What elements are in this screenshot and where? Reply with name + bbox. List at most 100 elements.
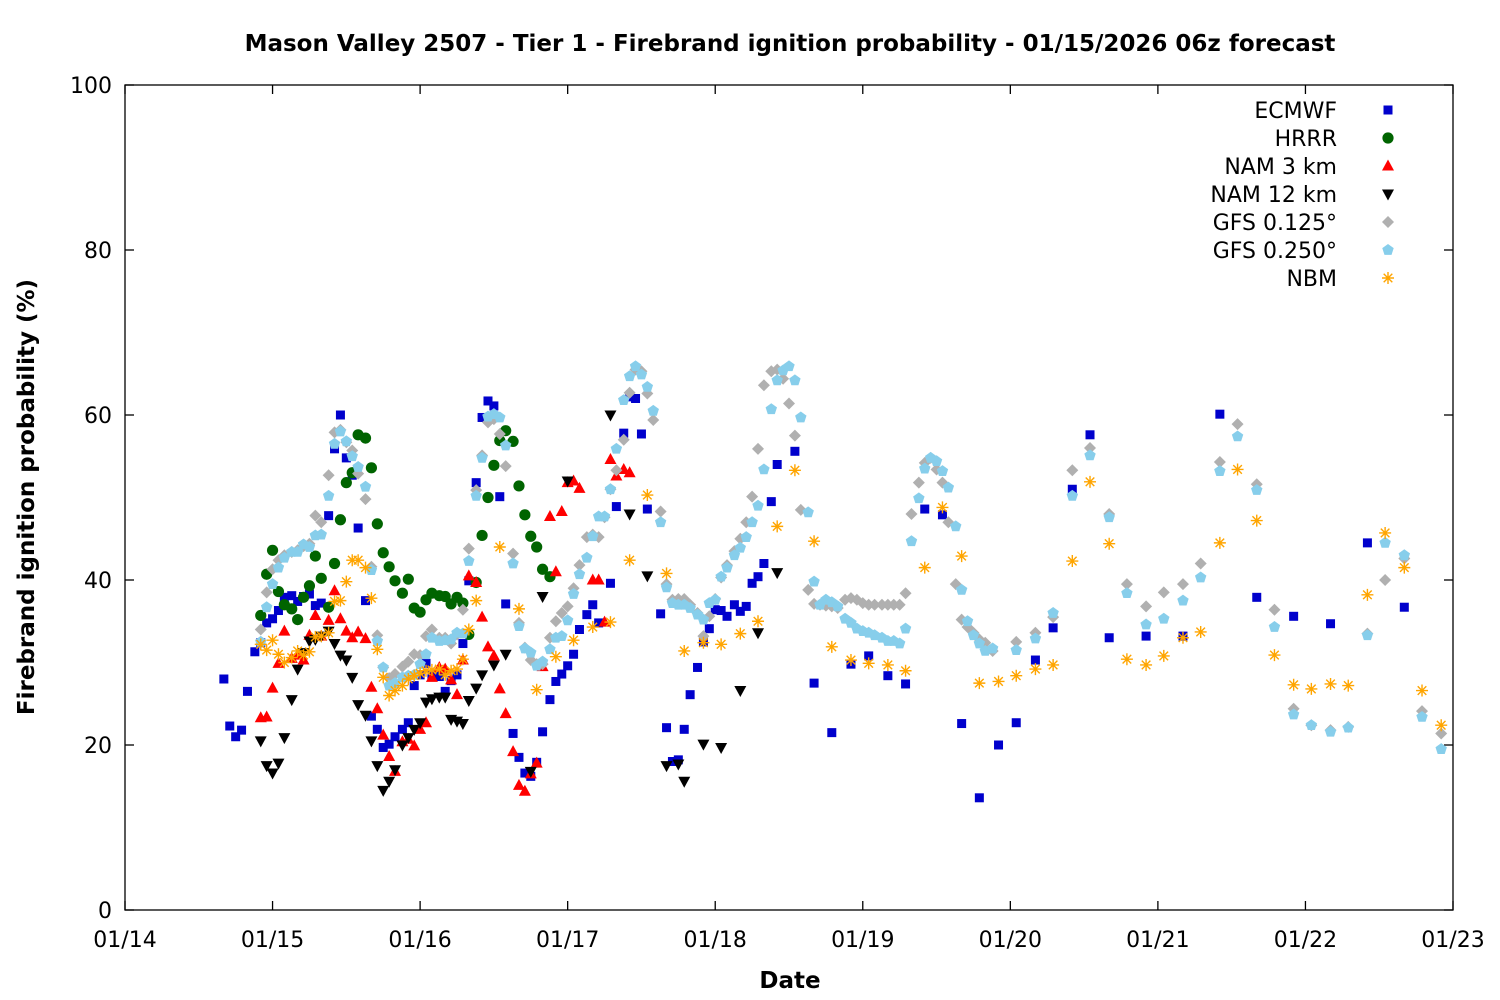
data-point [499, 439, 512, 451]
data-point [536, 655, 549, 667]
data-point [631, 394, 641, 403]
data-point [462, 569, 475, 581]
data-point [309, 630, 322, 643]
data-point [913, 492, 925, 504]
data-point [936, 465, 949, 476]
data-point [334, 514, 347, 526]
data-point [617, 433, 630, 446]
data-point [359, 632, 372, 644]
data-point [421, 658, 431, 668]
data-point [1362, 538, 1372, 548]
data-point [1252, 592, 1262, 602]
data-point [757, 379, 770, 392]
data-point [549, 650, 562, 663]
data-point [551, 676, 561, 686]
data-point [623, 509, 636, 521]
data-point [476, 529, 488, 542]
data-point [1029, 632, 1042, 644]
legend-label: GFS 0.250° [1213, 239, 1337, 264]
data-point [470, 575, 483, 587]
data-point [482, 491, 494, 504]
data-point [1104, 633, 1114, 643]
data-point [747, 578, 757, 588]
data-point [324, 511, 334, 521]
data-point [647, 404, 659, 416]
data-point [1066, 489, 1079, 501]
data-point [912, 476, 925, 489]
data-point [1398, 561, 1411, 574]
data-point [278, 733, 291, 745]
data-point [697, 636, 710, 649]
data-point [1140, 618, 1152, 630]
data-point [286, 603, 298, 615]
data-point [642, 504, 652, 514]
data-point [402, 655, 415, 668]
data-point [377, 661, 389, 673]
data-point [371, 761, 384, 773]
data-point [420, 716, 433, 728]
data-point [716, 606, 726, 616]
data-point [414, 718, 427, 730]
data-point [1361, 629, 1374, 641]
data-point [899, 587, 912, 600]
data-point [420, 697, 433, 709]
data-point [397, 724, 407, 734]
data-point [1010, 669, 1023, 682]
data-point [623, 370, 636, 382]
data-point [377, 671, 390, 684]
data-point [1416, 684, 1429, 697]
data-point [1121, 587, 1133, 599]
data-point [629, 360, 642, 372]
data-point [808, 575, 820, 587]
data-point [594, 618, 604, 628]
data-point [334, 612, 347, 624]
data-point [544, 643, 556, 655]
data-point [789, 374, 801, 386]
data-point [408, 669, 421, 682]
data-point [242, 686, 252, 696]
data-point [1251, 484, 1263, 495]
data-point [359, 710, 372, 722]
data-point [408, 724, 421, 736]
data-point [752, 442, 765, 455]
data-point [322, 613, 335, 625]
data-point [353, 523, 363, 533]
data-point [561, 614, 574, 626]
data-point [425, 663, 438, 676]
data-point [893, 598, 906, 611]
data-point [772, 460, 782, 469]
data-point [303, 580, 316, 592]
data-point [494, 411, 506, 423]
data-point [604, 616, 617, 629]
data-point [899, 622, 912, 634]
data-point [1029, 663, 1042, 676]
data-point [359, 561, 372, 574]
data-point [464, 576, 474, 586]
data-point [802, 506, 814, 518]
data-point [543, 509, 556, 521]
data-point [1010, 644, 1022, 655]
data-point [1194, 557, 1207, 570]
data-point [346, 450, 358, 462]
data-point [462, 695, 475, 707]
data-point [330, 444, 340, 454]
data-point [279, 592, 289, 602]
data-point [783, 397, 795, 410]
data-point [366, 711, 376, 721]
data-point [610, 464, 623, 477]
data-point [641, 489, 654, 502]
data-point [715, 570, 727, 582]
data-point [390, 732, 400, 742]
data-point [365, 680, 378, 692]
data-point [425, 623, 438, 636]
data-point [735, 606, 745, 616]
data-point [278, 624, 291, 636]
data-point [1103, 511, 1115, 523]
data-point [549, 565, 562, 577]
data-point [231, 732, 241, 742]
data-point [352, 700, 365, 712]
data-point [715, 742, 728, 754]
data-point [462, 623, 475, 636]
data-point [328, 557, 341, 570]
